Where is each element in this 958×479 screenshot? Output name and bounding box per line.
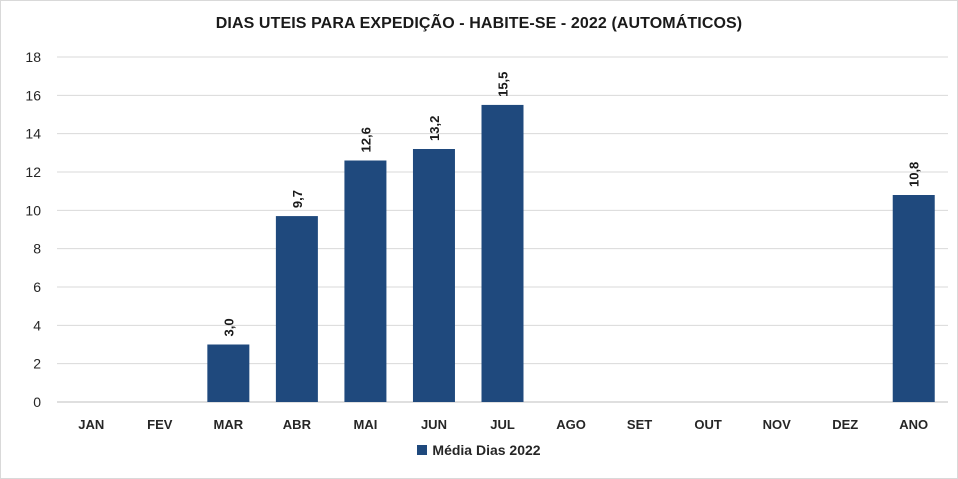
bar xyxy=(412,149,455,402)
x-tick-label: ANO xyxy=(899,417,928,432)
x-tick-label: JUN xyxy=(421,417,447,432)
chart-title: DIAS UTEIS PARA EXPEDIÇÃO - HABITE-SE - … xyxy=(215,15,743,32)
data-label: 13,2 xyxy=(427,116,442,141)
x-tick-label: FEV xyxy=(147,417,173,432)
x-tick-label: MAR xyxy=(214,417,244,432)
data-label: 9,7 xyxy=(290,190,305,208)
data-label: 15,5 xyxy=(496,72,511,97)
data-label: 12,6 xyxy=(358,127,373,152)
legend-label: Média Dias 2022 xyxy=(432,442,541,458)
x-tick-label: JAN xyxy=(78,417,104,432)
data-label: 3,0 xyxy=(221,318,236,336)
x-tick-label: DEZ xyxy=(832,417,858,432)
y-tick-label: 0 xyxy=(33,394,41,410)
x-tick-label: AGO xyxy=(556,417,586,432)
x-tick-label: JUL xyxy=(490,417,515,432)
x-tick-label: ABR xyxy=(283,417,312,432)
y-tick-label: 8 xyxy=(33,241,41,257)
legend-swatch xyxy=(417,445,428,456)
y-tick-label: 10 xyxy=(25,202,41,218)
bar xyxy=(207,344,250,402)
x-tick-label: NOV xyxy=(763,417,792,432)
bar xyxy=(275,216,318,402)
data-label: 10,8 xyxy=(907,162,922,187)
y-tick-label: 12 xyxy=(25,164,41,180)
legend: Média Dias 2022 xyxy=(1,442,957,458)
y-tick-label: 4 xyxy=(33,317,41,333)
y-tick-label: 18 xyxy=(25,49,41,65)
y-tick-label: 16 xyxy=(25,87,41,103)
y-tick-label: 6 xyxy=(33,279,41,295)
x-tick-label: OUT xyxy=(694,417,722,432)
bar xyxy=(344,160,387,402)
x-tick-label: MAI xyxy=(354,417,378,432)
y-tick-label: 2 xyxy=(33,356,41,372)
bar xyxy=(892,195,935,402)
bar xyxy=(481,104,524,403)
x-tick-label: SET xyxy=(627,417,652,432)
y-tick-label: 14 xyxy=(25,126,41,142)
